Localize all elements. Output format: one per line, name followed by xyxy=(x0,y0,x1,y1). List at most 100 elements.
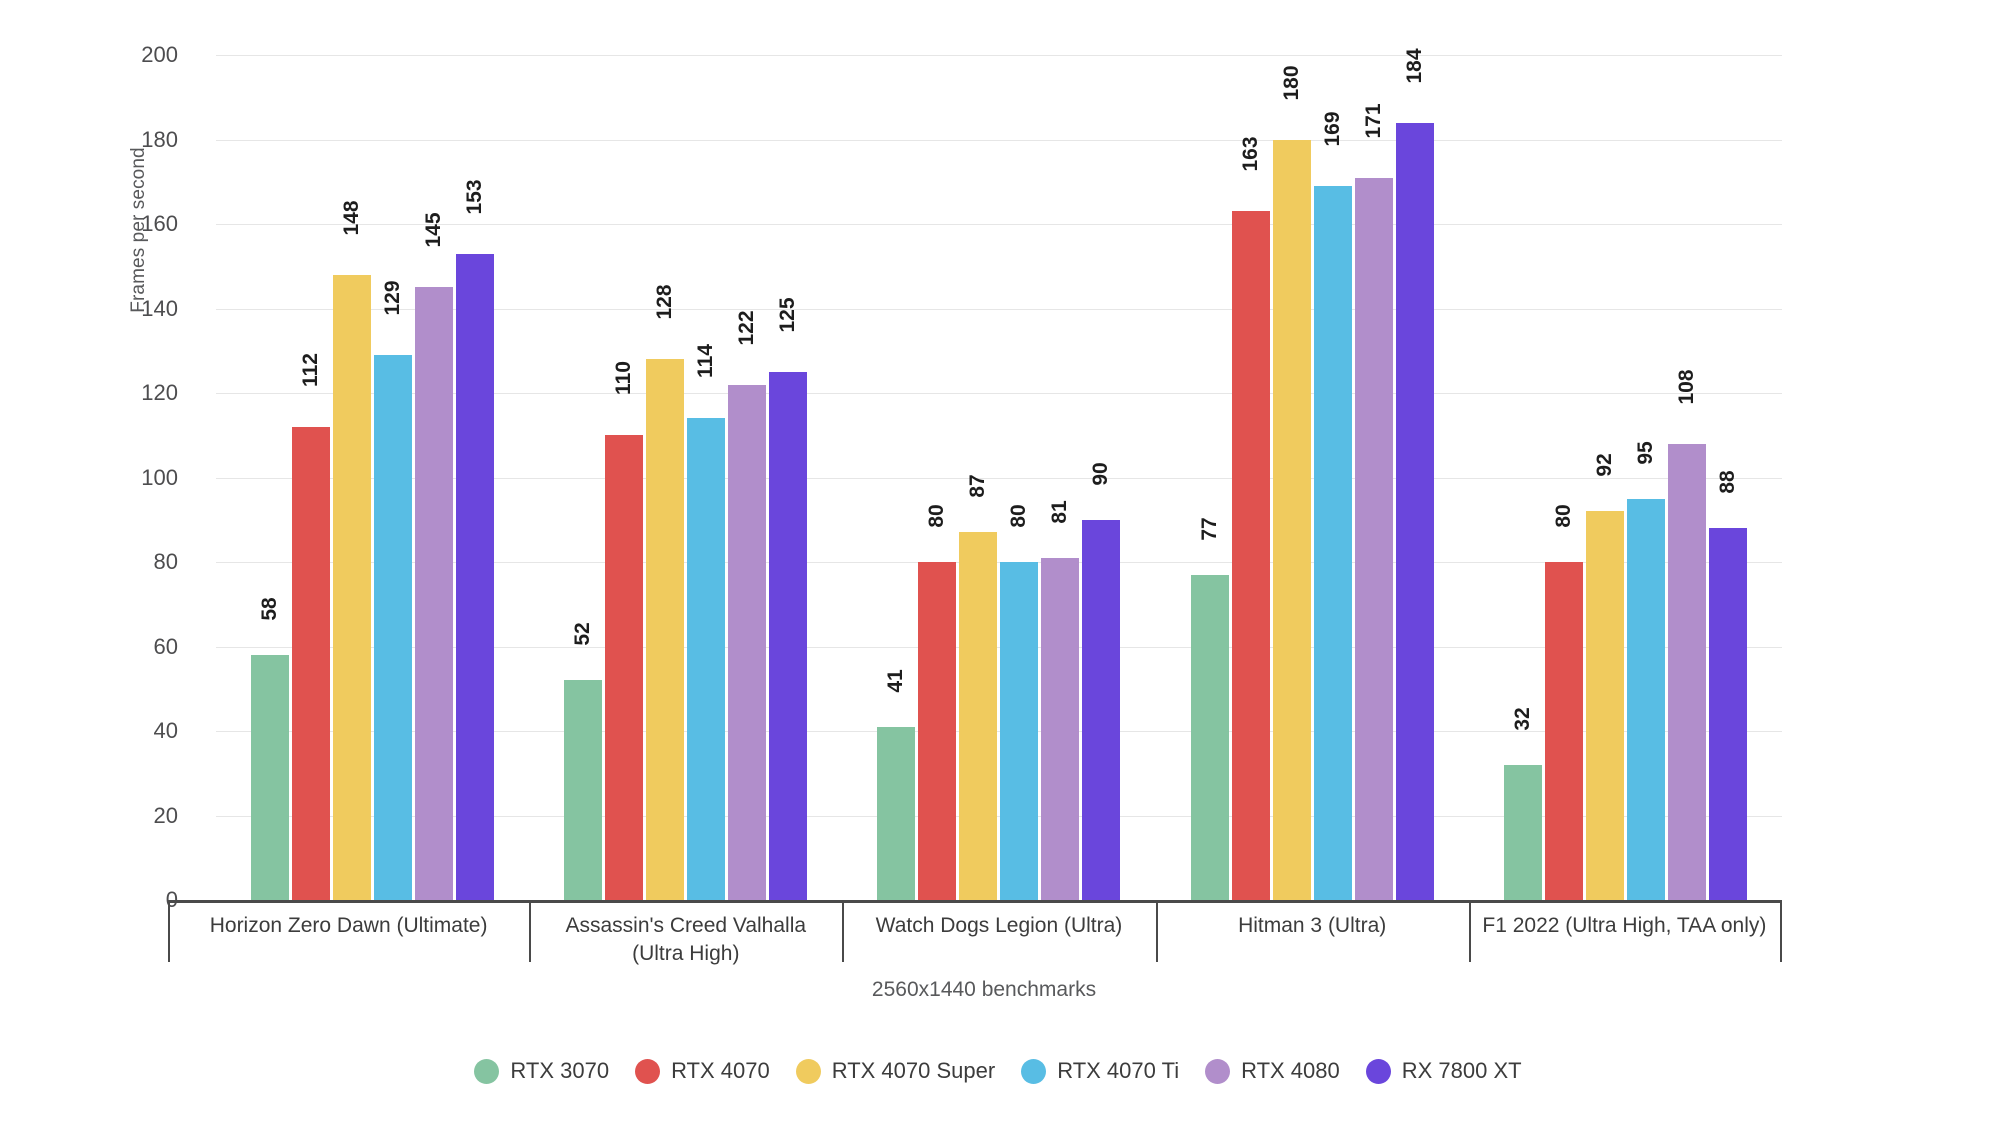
gridline xyxy=(216,308,1782,310)
bar[interactable]: 41 xyxy=(877,55,916,900)
bar-value-label: 128 xyxy=(653,284,677,320)
bar-value-label: 80 xyxy=(925,504,949,528)
bar[interactable]: 171 xyxy=(1354,55,1393,900)
x-axis-category-label: Assassin's Creed Valhalla (Ultra High) xyxy=(529,912,842,969)
bar[interactable]: 110 xyxy=(605,55,644,900)
y-axis-tick-label: 160 xyxy=(141,211,178,236)
category-label-line: (Ultra High) xyxy=(632,942,740,966)
x-axis-separator xyxy=(168,900,170,962)
bar[interactable]: 87 xyxy=(959,55,998,900)
bar-value-label: 58 xyxy=(258,597,282,621)
bar-rect xyxy=(769,371,808,900)
legend-item[interactable]: RTX 4070 xyxy=(635,1058,770,1084)
category-label-line: Watch Dogs Legion (Ultra) xyxy=(875,914,1123,937)
gridline xyxy=(216,224,1782,225)
bar[interactable]: 153 xyxy=(456,55,495,900)
legend-item[interactable]: RTX 4070 Ti xyxy=(1021,1058,1179,1084)
bar-rect xyxy=(1503,764,1542,900)
legend-label: RTX 4080 xyxy=(1241,1058,1340,1083)
bar-group: 52 110 128 114 122 125 xyxy=(529,55,842,900)
bar-rect xyxy=(728,384,767,900)
bar-rect xyxy=(1354,177,1393,900)
legend-label: RX 7800 XT xyxy=(1401,1058,1522,1083)
bar[interactable]: 148 xyxy=(333,55,372,900)
bar[interactable]: 114 xyxy=(687,55,726,900)
bar-rect xyxy=(564,680,603,900)
legend-item[interactable]: RX 7800 XT xyxy=(1365,1058,1522,1084)
gridline xyxy=(216,55,1782,56)
bar-rect xyxy=(646,359,685,900)
bar-value-label: 148 xyxy=(340,200,364,236)
bar[interactable]: 169 xyxy=(1313,55,1352,900)
y-axis-tick-label: 200 xyxy=(141,42,178,67)
gridline xyxy=(216,731,1782,732)
bar-value-label: 41 xyxy=(884,669,908,693)
bar-rect xyxy=(1544,562,1583,900)
legend-swatch-icon xyxy=(474,1058,500,1084)
x-axis-line xyxy=(168,900,1782,903)
bar[interactable]: 125 xyxy=(769,55,808,900)
legend-swatch-icon xyxy=(635,1058,661,1084)
bar-rect xyxy=(1231,211,1270,900)
gridline xyxy=(216,815,1782,817)
bar-rect xyxy=(959,532,998,900)
bar[interactable]: 163 xyxy=(1231,55,1270,900)
bar[interactable]: 90 xyxy=(1082,55,1121,900)
bar-value-label: 184 xyxy=(1402,48,1426,84)
bar-value-label: 114 xyxy=(694,344,718,379)
bar[interactable]: 32 xyxy=(1503,55,1542,900)
bar-value-label: 52 xyxy=(571,622,595,646)
y-axis-tick-label: 100 xyxy=(141,464,178,490)
bar-value-label: 92 xyxy=(1592,453,1616,477)
bar[interactable]: 108 xyxy=(1667,55,1706,900)
bar-value-label: 129 xyxy=(381,280,405,316)
bar-value-label: 90 xyxy=(1089,462,1113,486)
bar-value-label: 95 xyxy=(1633,440,1657,465)
x-axis-separator xyxy=(529,900,532,962)
y-axis-tick-label: 120 xyxy=(141,380,178,405)
bar[interactable]: 145 xyxy=(415,55,454,900)
bar[interactable]: 95 xyxy=(1626,55,1665,900)
bar[interactable]: 92 xyxy=(1585,55,1624,900)
x-axis-category-label: F1 2022 (Ultra High, TAA only) xyxy=(1469,912,1780,940)
bar-rect xyxy=(1626,498,1665,900)
bar[interactable]: 80 xyxy=(1000,55,1039,900)
legend-item[interactable]: RTX 4080 xyxy=(1205,1058,1340,1084)
legend-swatch-icon xyxy=(1021,1058,1047,1084)
x-axis-title-text: 2560x1440 benchmarks xyxy=(871,978,1097,1001)
y-axis-tick-label: 140 xyxy=(141,295,178,321)
bar-rect xyxy=(374,354,413,900)
gridline xyxy=(216,477,1782,479)
bar-group: 77 163 180 169 171 184 xyxy=(1156,48,1469,900)
bar-rect xyxy=(1708,528,1747,900)
bar[interactable]: 184 xyxy=(1395,48,1434,900)
bar[interactable]: 128 xyxy=(646,55,685,900)
bar-rect xyxy=(1041,557,1080,900)
bar[interactable]: 88 xyxy=(1708,55,1747,900)
bar[interactable]: 81 xyxy=(1041,55,1080,900)
bar-rect xyxy=(1395,122,1434,900)
legend-label: RTX 4070 xyxy=(671,1058,770,1083)
bar[interactable]: 180 xyxy=(1272,55,1311,900)
bar[interactable]: 80 xyxy=(1544,55,1583,900)
gridline xyxy=(216,646,1782,648)
bar[interactable]: 122 xyxy=(728,55,767,900)
bar[interactable]: 112 xyxy=(292,55,331,900)
bar[interactable]: 129 xyxy=(374,55,413,900)
bar-rect xyxy=(605,435,644,900)
bar-value-label: 32 xyxy=(1510,707,1534,731)
chart-legend: RTX 3070 RTX 4070 RTX 4070 Super RTX 4070 T… xyxy=(0,1058,1996,1084)
legend-label: RTX 4070 Ti xyxy=(1057,1058,1180,1083)
bar[interactable]: 80 xyxy=(918,55,957,900)
bar-value-label: 171 xyxy=(1361,103,1385,139)
bar-groups: 58 112 148 129 145 153 52 110 128 114 122 125 41 80 87… xyxy=(216,48,1782,900)
bar[interactable]: 52 xyxy=(564,55,603,900)
bar-value-label: 80 xyxy=(1007,504,1031,528)
legend-item[interactable]: RTX 3070 xyxy=(474,1058,609,1084)
category-label-line: F1 2022 (Ultra High, TAA only) xyxy=(1482,914,1767,937)
legend-item[interactable]: RTX 4070 Super xyxy=(795,1058,995,1084)
bar[interactable]: 77 xyxy=(1190,55,1229,900)
bar[interactable]: 58 xyxy=(251,55,290,900)
bar-value-label: 108 xyxy=(1674,369,1698,405)
bar-rect xyxy=(1585,511,1624,900)
